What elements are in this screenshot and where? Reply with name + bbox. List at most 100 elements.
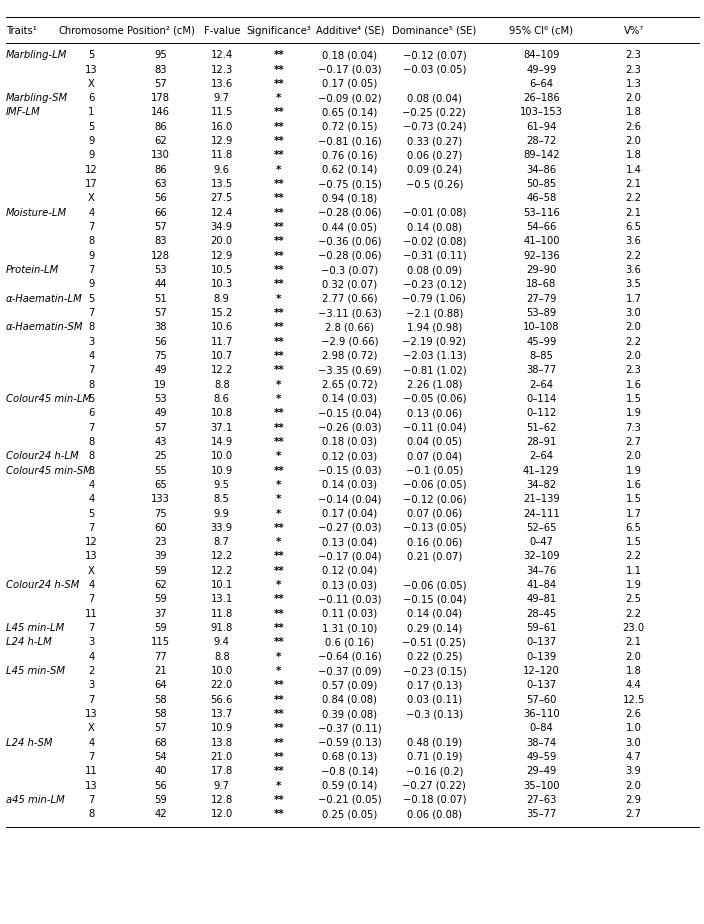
Text: 2.0: 2.0 bbox=[626, 451, 641, 461]
Text: 1.7: 1.7 bbox=[626, 508, 641, 518]
Text: *: * bbox=[276, 537, 282, 547]
Text: *: * bbox=[276, 781, 282, 791]
Text: 1.8: 1.8 bbox=[626, 666, 641, 676]
Text: 41–129: 41–129 bbox=[523, 466, 560, 476]
Text: α-Haematin-SM: α-Haematin-SM bbox=[6, 322, 83, 333]
Text: 0.12 (0.04): 0.12 (0.04) bbox=[322, 565, 377, 576]
Text: 0.12 (0.03): 0.12 (0.03) bbox=[322, 451, 377, 461]
Text: **: ** bbox=[273, 422, 284, 432]
Text: 10–108: 10–108 bbox=[523, 322, 560, 333]
Text: 1.0: 1.0 bbox=[626, 723, 641, 734]
Text: 1.6: 1.6 bbox=[626, 480, 641, 490]
Text: V%⁷: V%⁷ bbox=[624, 26, 643, 36]
Text: 9: 9 bbox=[88, 151, 95, 161]
Text: 59: 59 bbox=[154, 594, 167, 604]
Text: −0.5 (0.26): −0.5 (0.26) bbox=[406, 179, 463, 189]
Text: 1.8: 1.8 bbox=[626, 151, 641, 161]
Text: *: * bbox=[276, 494, 282, 505]
Text: **: ** bbox=[273, 523, 284, 533]
Text: 2.5: 2.5 bbox=[626, 594, 641, 604]
Text: 178: 178 bbox=[151, 93, 170, 103]
Text: −0.27 (0.03): −0.27 (0.03) bbox=[318, 523, 382, 533]
Text: *: * bbox=[276, 294, 282, 304]
Text: 7.3: 7.3 bbox=[626, 422, 641, 432]
Text: 21.0: 21.0 bbox=[210, 752, 233, 762]
Text: **: ** bbox=[273, 623, 284, 633]
Text: F-value: F-value bbox=[203, 26, 240, 36]
Text: **: ** bbox=[273, 136, 284, 146]
Text: 12.2: 12.2 bbox=[210, 552, 233, 562]
Text: 8–85: 8–85 bbox=[529, 351, 553, 361]
Text: 4: 4 bbox=[89, 351, 94, 361]
Text: 38: 38 bbox=[154, 322, 167, 333]
Text: −0.75 (0.15): −0.75 (0.15) bbox=[318, 179, 382, 189]
Text: 9: 9 bbox=[88, 279, 95, 289]
Text: −0.81 (1.02): −0.81 (1.02) bbox=[403, 365, 466, 375]
Text: −0.17 (0.03): −0.17 (0.03) bbox=[318, 65, 382, 75]
Text: **: ** bbox=[273, 466, 284, 476]
Text: **: ** bbox=[273, 122, 284, 132]
Text: 53–89: 53–89 bbox=[527, 308, 556, 318]
Text: 10.0: 10.0 bbox=[210, 666, 233, 676]
Text: 0.72 (0.15): 0.72 (0.15) bbox=[322, 122, 377, 132]
Text: 0.07 (0.06): 0.07 (0.06) bbox=[407, 508, 462, 518]
Text: 13.7: 13.7 bbox=[210, 709, 233, 719]
Text: 57: 57 bbox=[154, 222, 167, 232]
Text: 2: 2 bbox=[88, 666, 95, 676]
Text: L24 h-LM: L24 h-LM bbox=[6, 638, 51, 648]
Text: 0.17 (0.13): 0.17 (0.13) bbox=[407, 680, 462, 690]
Text: 14.9: 14.9 bbox=[210, 437, 233, 447]
Text: 12.2: 12.2 bbox=[210, 565, 233, 576]
Text: 4.7: 4.7 bbox=[626, 752, 641, 762]
Text: 130: 130 bbox=[151, 151, 170, 161]
Text: 60: 60 bbox=[154, 523, 167, 533]
Text: −0.06 (0.05): −0.06 (0.05) bbox=[403, 580, 466, 590]
Text: 4: 4 bbox=[89, 494, 94, 505]
Text: 0.18 (0.03): 0.18 (0.03) bbox=[322, 437, 377, 447]
Text: −0.23 (0.15): −0.23 (0.15) bbox=[403, 666, 466, 676]
Text: 3: 3 bbox=[89, 466, 94, 476]
Text: 77: 77 bbox=[154, 651, 167, 662]
Text: **: ** bbox=[273, 737, 284, 748]
Text: −0.79 (1.06): −0.79 (1.06) bbox=[403, 294, 466, 304]
Text: 4.4: 4.4 bbox=[626, 680, 641, 690]
Text: 0.94 (0.18): 0.94 (0.18) bbox=[322, 193, 377, 203]
Text: 10.9: 10.9 bbox=[210, 723, 233, 734]
Text: 13: 13 bbox=[85, 781, 98, 791]
Text: *: * bbox=[276, 480, 282, 490]
Text: −2.03 (1.13): −2.03 (1.13) bbox=[403, 351, 466, 361]
Text: 49: 49 bbox=[154, 408, 167, 419]
Text: 34–86: 34–86 bbox=[527, 164, 556, 175]
Text: 21–139: 21–139 bbox=[523, 494, 560, 505]
Text: 1.9: 1.9 bbox=[626, 466, 641, 476]
Text: 56: 56 bbox=[154, 781, 167, 791]
Text: 19: 19 bbox=[154, 380, 167, 390]
Text: 12–120: 12–120 bbox=[523, 666, 560, 676]
Text: 53: 53 bbox=[154, 265, 167, 275]
Text: −0.1 (0.05): −0.1 (0.05) bbox=[406, 466, 463, 476]
Text: 0.65 (0.14): 0.65 (0.14) bbox=[322, 107, 377, 117]
Text: 146: 146 bbox=[151, 107, 170, 117]
Text: 41–100: 41–100 bbox=[523, 237, 560, 247]
Text: IMF-LM: IMF-LM bbox=[6, 107, 40, 117]
Text: 32–109: 32–109 bbox=[523, 552, 560, 562]
Text: **: ** bbox=[273, 151, 284, 161]
Text: 133: 133 bbox=[151, 494, 170, 505]
Text: **: ** bbox=[273, 322, 284, 333]
Text: *: * bbox=[276, 651, 282, 662]
Text: 56.6: 56.6 bbox=[210, 695, 233, 705]
Text: 6: 6 bbox=[88, 408, 95, 419]
Text: −0.28 (0.06): −0.28 (0.06) bbox=[318, 208, 382, 218]
Text: 17.8: 17.8 bbox=[210, 766, 233, 776]
Text: 89–142: 89–142 bbox=[523, 151, 560, 161]
Text: *: * bbox=[276, 93, 282, 103]
Text: 58: 58 bbox=[154, 709, 167, 719]
Text: 29–49: 29–49 bbox=[526, 766, 557, 776]
Text: 11: 11 bbox=[85, 609, 98, 619]
Text: 3: 3 bbox=[89, 680, 94, 690]
Text: −0.3 (0.13): −0.3 (0.13) bbox=[406, 709, 463, 719]
Text: 115: 115 bbox=[151, 638, 170, 648]
Text: −2.9 (0.66): −2.9 (0.66) bbox=[321, 336, 379, 346]
Text: −0.36 (0.06): −0.36 (0.06) bbox=[318, 237, 382, 247]
Text: 2.77 (0.66): 2.77 (0.66) bbox=[322, 294, 377, 304]
